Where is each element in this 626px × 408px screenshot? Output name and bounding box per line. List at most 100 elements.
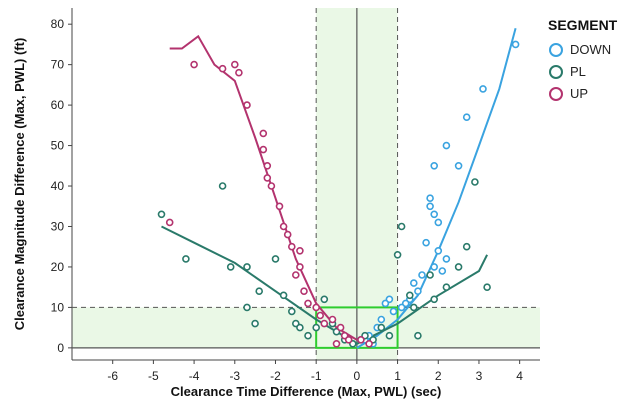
data-point-pl <box>255 287 264 296</box>
data-point-pl <box>430 295 439 304</box>
data-point-pl <box>409 303 418 312</box>
data-point-up <box>231 60 239 69</box>
data-point-pl <box>296 323 304 332</box>
data-point-pl <box>385 331 394 340</box>
data-point-down <box>426 194 434 202</box>
data-point-up <box>259 129 268 138</box>
x-tick-label: -1 <box>311 369 322 383</box>
y-tick-label: 60 <box>51 98 65 112</box>
data-point-up <box>291 271 300 279</box>
y-tick-label: 40 <box>51 179 65 193</box>
data-point-up <box>287 242 296 251</box>
data-point-down <box>397 303 406 312</box>
data-point-pl <box>462 242 471 251</box>
x-tick-label: 2 <box>435 369 442 383</box>
data-point-down <box>409 279 418 287</box>
y-tick-label: 0 <box>57 341 64 355</box>
y-tick-label: 30 <box>51 219 65 233</box>
data-point-up <box>263 174 272 182</box>
y-tick-label: 80 <box>51 17 65 31</box>
x-tick-label: -3 <box>229 369 240 383</box>
data-point-pl <box>218 182 227 190</box>
data-point-up <box>165 218 174 227</box>
data-point-pl <box>454 263 463 271</box>
data-point-down <box>442 255 451 263</box>
data-point-down <box>442 141 451 150</box>
legend-marker-pl <box>549 65 563 79</box>
y-tick-label: 10 <box>51 300 65 314</box>
data-point-down <box>430 263 439 271</box>
data-point-up <box>275 202 284 211</box>
data-point-pl <box>304 331 312 340</box>
data-point-down <box>454 162 463 170</box>
data-point-pl <box>312 323 321 332</box>
data-point-down <box>426 202 434 211</box>
x-tick-label: 4 <box>516 369 523 383</box>
data-point-pl <box>157 210 166 219</box>
data-point-pl <box>271 255 280 263</box>
data-point-pl <box>393 251 402 259</box>
data-point-up <box>344 335 353 344</box>
x-tick-label: -4 <box>189 369 200 383</box>
x-axis-title: Clearance Time Difference (Max, PWL) (se… <box>171 384 442 399</box>
data-point-pl <box>279 291 288 300</box>
shaded-horizontal-band <box>72 307 540 348</box>
data-point-up <box>218 64 227 73</box>
data-point-up <box>304 299 312 308</box>
data-point-up <box>320 319 329 328</box>
data-point-up <box>316 311 325 320</box>
legend-marker-down <box>549 43 563 57</box>
data-point-pl <box>287 307 296 316</box>
x-tick-label: 0 <box>354 369 361 383</box>
x-tick-label: -2 <box>270 369 281 383</box>
data-point-pl <box>320 295 329 304</box>
data-point-up <box>296 263 304 271</box>
data-point-pl <box>442 283 451 292</box>
x-tick-label: 1 <box>394 369 401 383</box>
data-point-down <box>462 113 471 121</box>
data-point-pl <box>226 263 235 271</box>
legend-label-pl: PL <box>570 64 586 79</box>
data-point-up <box>267 182 276 190</box>
data-point-down <box>479 85 487 93</box>
data-point-pl <box>243 263 251 271</box>
y-tick-label: 70 <box>51 58 65 72</box>
data-point-up <box>365 339 373 348</box>
data-point-up <box>328 315 337 324</box>
data-point-up <box>312 303 321 312</box>
data-point-pl <box>483 283 491 292</box>
data-point-up <box>336 323 345 332</box>
y-tick-label: 20 <box>51 260 65 274</box>
data-point-up <box>243 101 251 109</box>
data-point-pl <box>397 222 406 231</box>
data-point-up <box>190 60 198 69</box>
y-tick-label: 50 <box>51 139 65 153</box>
legend-marker-up <box>549 87 563 101</box>
data-point-down <box>389 307 398 316</box>
legend-title: SEGMENT <box>548 17 618 33</box>
legend-label-up: UP <box>570 86 588 101</box>
data-point-up <box>259 145 268 154</box>
data-point-down <box>377 315 386 324</box>
x-tick-label: -5 <box>148 369 159 383</box>
x-tick-label: 3 <box>476 369 483 383</box>
data-point-pl <box>414 331 422 340</box>
data-point-up <box>296 247 304 255</box>
data-point-down <box>430 162 439 170</box>
data-point-up <box>283 230 292 239</box>
data-point-down <box>511 40 520 49</box>
data-point-down <box>434 218 443 227</box>
data-point-pl <box>251 319 259 328</box>
data-point-down <box>430 210 439 219</box>
data-point-down <box>381 299 390 308</box>
data-point-up <box>300 287 308 296</box>
data-point-down <box>418 271 426 279</box>
data-point-down <box>438 267 447 275</box>
data-point-pl <box>182 255 190 263</box>
data-point-down <box>434 247 443 255</box>
data-point-up <box>263 162 272 170</box>
data-point-up <box>332 339 341 348</box>
data-point-down <box>422 238 430 247</box>
data-point-pl <box>426 271 434 279</box>
